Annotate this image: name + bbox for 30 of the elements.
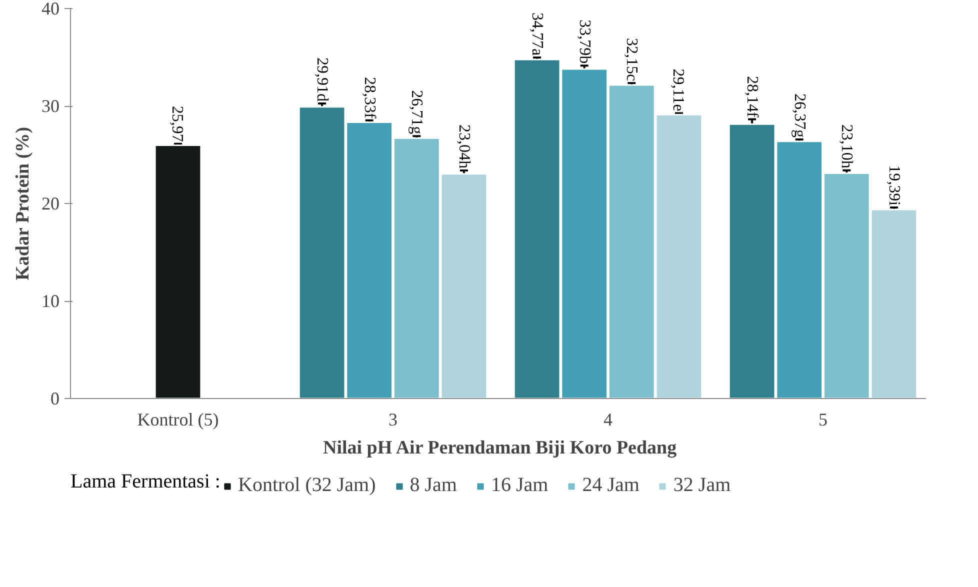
x-axis-title: Nilai pH Air Perendaman Biji Koro Pedang	[322, 438, 678, 458]
data-label: 25,97	[168, 106, 186, 142]
y-tick-label: 40	[42, 0, 60, 18]
data-label: 32,15c	[623, 38, 640, 82]
data-label: 19,39i	[885, 165, 902, 206]
legend-label: Kontrol (32 Jam)	[238, 474, 376, 497]
data-label: 29,91d	[314, 58, 331, 102]
legend-label: 16 Jam	[490, 474, 548, 497]
y-tick-label: 0	[50, 388, 60, 408]
y-tick-label: 10	[42, 291, 60, 311]
x-tick-label: Kontrol (5)	[137, 410, 219, 430]
data-label: 29,11e	[669, 68, 686, 112]
data-label: 28,33f	[360, 77, 378, 120]
data-label: 26,37g	[790, 93, 808, 138]
y-tick-label: 30	[42, 96, 60, 116]
legend-label: 24 Jam	[582, 474, 640, 497]
data-label: 23,04h	[455, 124, 472, 168]
y-axis-title: Kadar Protein (%)	[12, 126, 34, 280]
data-label: 28,14f	[744, 76, 761, 118]
data-label: 34,77a	[528, 12, 546, 56]
data-label: 33,79b	[576, 20, 593, 64]
data-label: 23,10h	[838, 124, 856, 168]
data-label: 26,71g	[408, 90, 426, 134]
x-tick-label: 5	[818, 410, 828, 430]
y-tick-label: 20	[42, 194, 60, 214]
legend-title: Lama Fermentasi :	[70, 470, 220, 492]
legend-label: 8 Jam	[410, 474, 457, 497]
x-tick-label: 4	[604, 410, 612, 430]
legend-label: 32 Jam	[673, 474, 731, 497]
x-tick-label: 3	[388, 410, 398, 430]
